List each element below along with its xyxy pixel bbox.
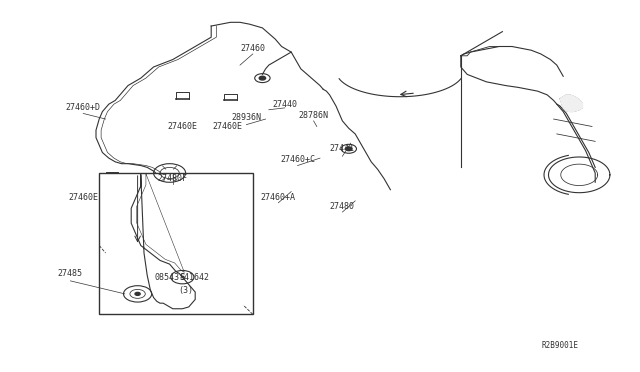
Text: 27441: 27441 bbox=[330, 144, 355, 153]
FancyBboxPatch shape bbox=[99, 173, 253, 314]
Text: 27460+C: 27460+C bbox=[280, 155, 315, 164]
Circle shape bbox=[259, 76, 266, 80]
Text: 27485: 27485 bbox=[58, 269, 83, 278]
Text: 08543-41642: 08543-41642 bbox=[155, 273, 210, 282]
Text: 27460+A: 27460+A bbox=[261, 193, 296, 202]
Text: (3): (3) bbox=[178, 286, 193, 295]
Text: 27460: 27460 bbox=[240, 44, 266, 53]
Text: 27460E: 27460E bbox=[168, 122, 197, 131]
Text: S: S bbox=[180, 273, 185, 282]
Polygon shape bbox=[560, 95, 582, 112]
Text: 28936N: 28936N bbox=[232, 113, 261, 122]
Circle shape bbox=[346, 147, 352, 151]
Text: 28786N: 28786N bbox=[299, 111, 328, 120]
Circle shape bbox=[135, 292, 140, 295]
Text: 27460E: 27460E bbox=[68, 193, 98, 202]
Text: 27460E: 27460E bbox=[212, 122, 242, 131]
Text: 27480F: 27480F bbox=[158, 174, 188, 183]
Text: 27460+D: 27460+D bbox=[66, 103, 100, 112]
Text: 27440: 27440 bbox=[272, 100, 298, 109]
Text: R2B9001E: R2B9001E bbox=[541, 341, 579, 350]
Text: 27480: 27480 bbox=[330, 202, 355, 211]
